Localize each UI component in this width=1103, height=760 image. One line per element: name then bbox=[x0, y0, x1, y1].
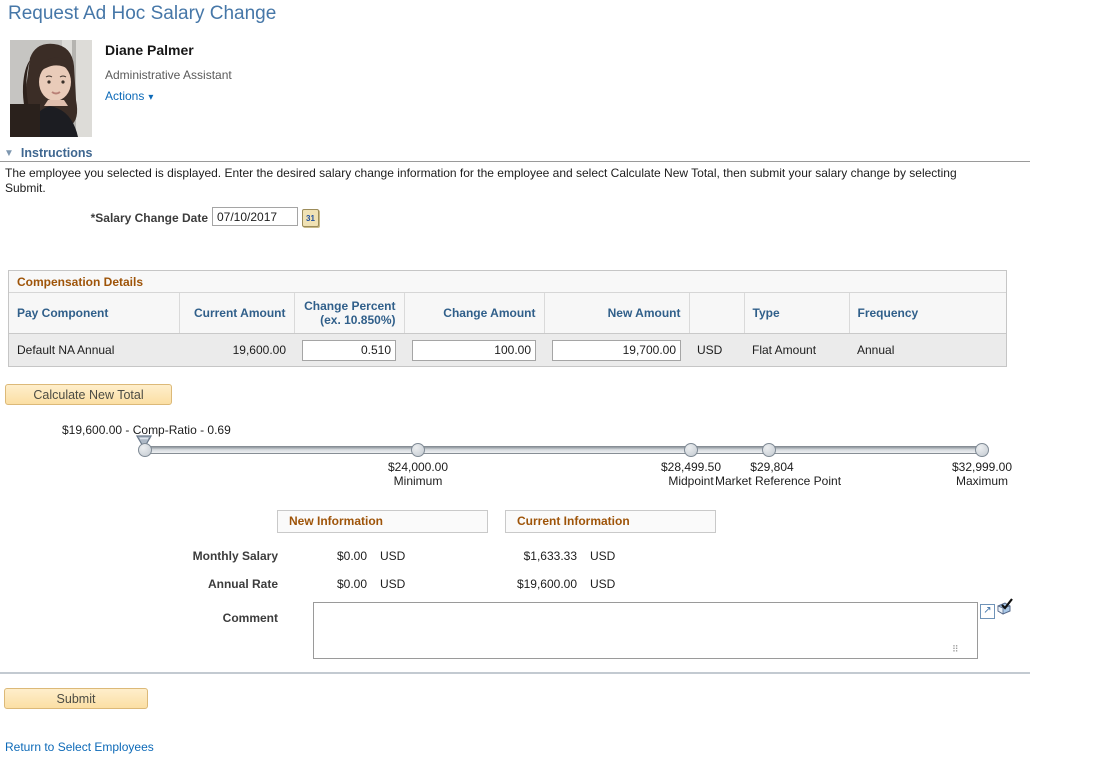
market-reference-value: $29,804 bbox=[750, 460, 794, 474]
instructions-section-header[interactable]: ▼ Instructions bbox=[4, 146, 92, 160]
actions-menu[interactable]: Actions ▾ bbox=[105, 89, 153, 103]
col-change-percent: Change Percent (ex. 10.850%) bbox=[294, 293, 405, 334]
submit-button[interactable]: Submit bbox=[4, 688, 148, 709]
col-new-amount: New Amount bbox=[544, 293, 690, 334]
maximum-knob bbox=[975, 443, 989, 457]
compensation-details-table: Compensation Details Pay Component Curre… bbox=[8, 270, 1007, 367]
change-percent-input[interactable] bbox=[302, 339, 396, 361]
current-salary-label: $19,600.00 - Comp-Ratio - 0.69 bbox=[62, 423, 231, 437]
annual-rate-new-currency: USD bbox=[380, 577, 406, 591]
instructions-collapse-icon[interactable]: ▼ bbox=[4, 148, 14, 159]
type-value: Flat Amount bbox=[744, 333, 849, 366]
monthly-salary-label: Monthly Salary bbox=[192, 549, 278, 563]
instructions-divider bbox=[0, 161, 1030, 162]
minimum-value: $24,000.00 bbox=[387, 460, 449, 474]
col-type: Type bbox=[744, 293, 850, 334]
new-information-header: New Information bbox=[277, 510, 488, 533]
salary-range-slider: $24,000.00 Minimum $28,499.50 Midpoint $… bbox=[136, 435, 1012, 488]
market-reference-knob bbox=[762, 443, 776, 457]
monthly-salary-new-currency: USD bbox=[380, 549, 406, 563]
spell-check-icon[interactable] bbox=[995, 598, 1013, 619]
minimum-label: Minimum bbox=[393, 474, 443, 488]
salary-change-date-input[interactable] bbox=[212, 207, 298, 226]
current-salary-marker-icon bbox=[136, 435, 152, 449]
market-reference-label: Market Reference Point bbox=[714, 474, 842, 488]
actions-label: Actions bbox=[105, 89, 145, 103]
current-amount-value: 19,600.00 bbox=[179, 333, 294, 366]
monthly-salary-current-value: $1,633.33 bbox=[523, 549, 577, 563]
new-amount-input[interactable] bbox=[552, 339, 681, 361]
midpoint-knob bbox=[684, 443, 698, 457]
expand-comment-icon[interactable]: ↗ bbox=[980, 604, 995, 619]
annual-rate-current-currency: USD bbox=[590, 577, 616, 591]
maximum-label: Maximum bbox=[955, 474, 1009, 488]
current-information-header: Current Information bbox=[505, 510, 716, 533]
employee-job-title: Administrative Assistant bbox=[105, 68, 232, 82]
employee-photo bbox=[10, 40, 92, 137]
maximum-value: $32,999.00 bbox=[951, 460, 1013, 474]
col-current-amount: Current Amount bbox=[179, 293, 295, 334]
calculate-new-total-button[interactable]: Calculate New Total bbox=[5, 384, 172, 405]
col-change-amount: Change Amount bbox=[404, 293, 545, 334]
actions-dropdown-arrow-icon: ▾ bbox=[148, 92, 154, 103]
change-amount-input[interactable] bbox=[412, 339, 536, 361]
instructions-header-label: Instructions bbox=[20, 146, 93, 160]
pay-component-value: Default NA Annual bbox=[9, 333, 179, 366]
compensation-header-row: Pay Component Current Amount Change Perc… bbox=[9, 293, 1006, 334]
bottom-divider bbox=[0, 672, 1030, 674]
comment-textarea[interactable] bbox=[313, 602, 978, 659]
resize-grip-icon[interactable]: ⠿ bbox=[952, 644, 960, 654]
calendar-icon[interactable]: 31 bbox=[302, 209, 319, 227]
annual-rate-current-value: $19,600.00 bbox=[516, 577, 577, 591]
annual-rate-label: Annual Rate bbox=[207, 577, 278, 591]
minimum-knob bbox=[411, 443, 425, 457]
monthly-salary-current-currency: USD bbox=[590, 549, 616, 563]
col-currency bbox=[689, 293, 745, 334]
currency-value: USD bbox=[689, 333, 744, 366]
midpoint-value: $28,499.50 bbox=[660, 460, 722, 474]
page-title: Request Ad Hoc Salary Change bbox=[8, 3, 277, 24]
col-frequency: Frequency bbox=[849, 293, 1006, 334]
comment-label: Comment bbox=[222, 611, 278, 625]
salary-change-date-label: *Salary Change Date bbox=[90, 211, 208, 225]
annual-rate-new-value: $0.00 bbox=[336, 577, 367, 591]
col-pay-component: Pay Component bbox=[9, 293, 180, 334]
compensation-data-row: Default NA Annual 19,600.00 USD Flat Amo… bbox=[9, 333, 1006, 366]
compensation-details-title: Compensation Details bbox=[9, 271, 1006, 293]
frequency-value: Annual bbox=[849, 333, 1006, 366]
return-to-select-employees-link[interactable]: Return to Select Employees bbox=[5, 740, 154, 754]
instructions-text: The employee you selected is displayed. … bbox=[5, 166, 957, 195]
midpoint-label: Midpoint bbox=[668, 474, 714, 488]
current-salary-knob bbox=[138, 443, 152, 457]
employee-name: Diane Palmer bbox=[105, 42, 194, 58]
monthly-salary-new-value: $0.00 bbox=[336, 549, 367, 563]
